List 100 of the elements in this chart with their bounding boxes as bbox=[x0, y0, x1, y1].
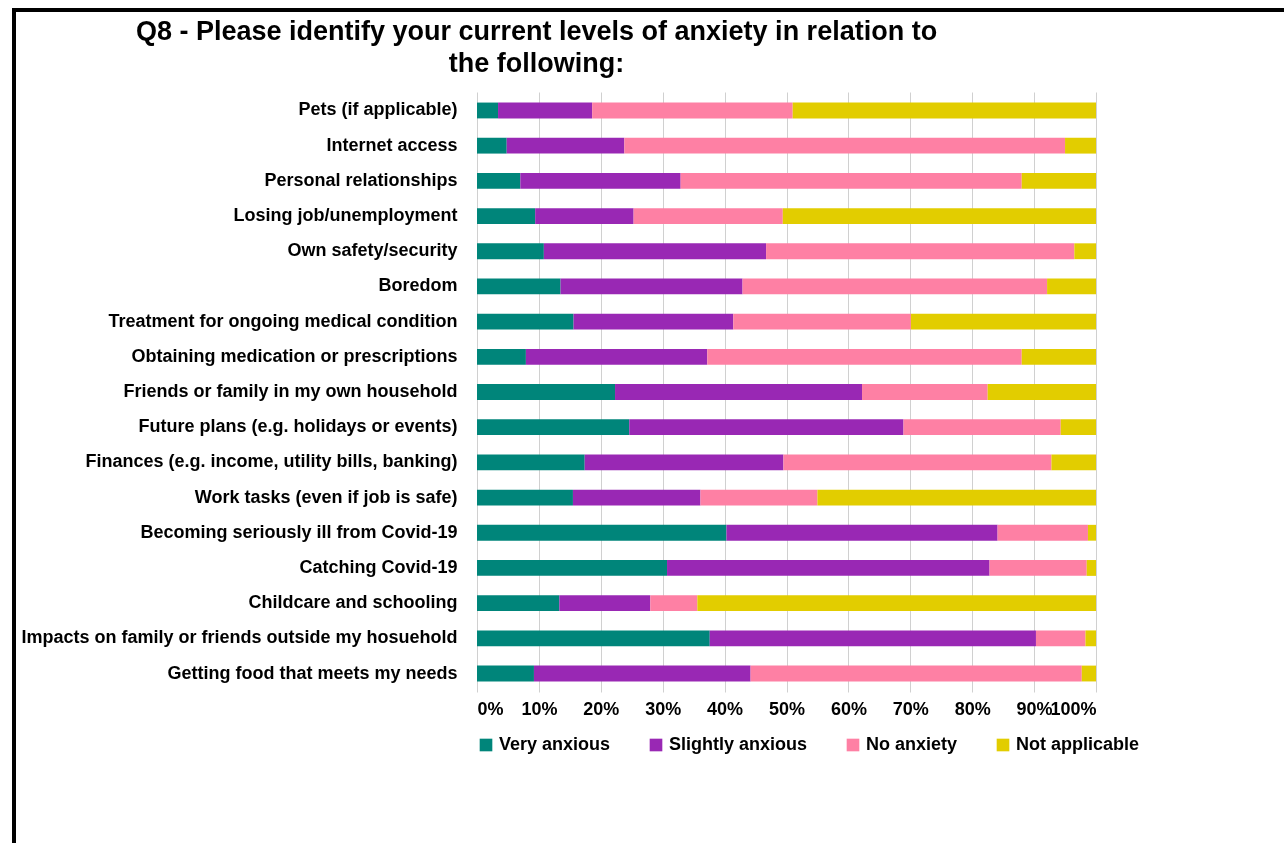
bar bbox=[543, 243, 767, 260]
y-tick-label: Own safety/security bbox=[287, 240, 458, 261]
bar bbox=[477, 454, 585, 471]
bar bbox=[477, 137, 507, 154]
y-tick-label: Becoming seriously ill from Covid-19 bbox=[140, 521, 458, 542]
bar bbox=[1074, 243, 1096, 260]
bar bbox=[477, 278, 561, 295]
legend-label: Slightly anxious bbox=[669, 734, 808, 754]
bar bbox=[477, 313, 574, 330]
bar bbox=[477, 243, 544, 260]
bar bbox=[477, 172, 521, 189]
y-tick-label: Friends or family in my own household bbox=[123, 381, 458, 401]
bar bbox=[742, 278, 1048, 295]
bar bbox=[477, 524, 727, 541]
bar bbox=[733, 313, 911, 330]
bar bbox=[477, 208, 536, 224]
bar bbox=[697, 595, 1096, 612]
bar bbox=[1086, 560, 1096, 576]
bar bbox=[650, 595, 698, 612]
bar bbox=[584, 454, 784, 471]
bar bbox=[700, 489, 818, 506]
y-tick-label: Childcare and schooling bbox=[248, 592, 458, 613]
bar bbox=[477, 419, 630, 436]
bar bbox=[477, 102, 499, 119]
bar bbox=[477, 630, 710, 647]
bar bbox=[506, 137, 625, 154]
y-tick-label: Finances (e.g. income, utility bills, banking) bbox=[85, 451, 458, 472]
bar bbox=[1021, 348, 1096, 365]
bar bbox=[707, 348, 1022, 365]
bar bbox=[1065, 137, 1096, 154]
bar bbox=[910, 313, 1096, 330]
bar bbox=[533, 665, 751, 682]
y-tick-label: Work tasks (even if job is safe) bbox=[194, 486, 458, 507]
x-tick-label: 100% bbox=[1050, 698, 1097, 719]
bar bbox=[782, 208, 1096, 224]
bar bbox=[633, 208, 783, 224]
x-tick-label: 10% bbox=[521, 698, 558, 719]
bar bbox=[559, 595, 651, 612]
bar bbox=[1047, 278, 1096, 295]
bar bbox=[783, 454, 1052, 471]
bar bbox=[750, 665, 1082, 682]
y-tick-label: Pets (if applicable) bbox=[298, 99, 458, 120]
y-tick-label: Future plans (e.g. holidays or events) bbox=[138, 416, 458, 437]
bar bbox=[535, 208, 634, 224]
bar bbox=[572, 489, 701, 506]
bar bbox=[525, 348, 708, 365]
x-tick-label: 60% bbox=[830, 698, 867, 719]
bar bbox=[1035, 630, 1086, 647]
bar bbox=[1021, 172, 1096, 189]
x-tick-label: 90% bbox=[1016, 698, 1053, 719]
y-tick-label: Getting food that meets my needs bbox=[167, 662, 458, 683]
y-tick-label: Impacts on family or friends outside my hosuehold bbox=[21, 627, 458, 648]
x-tick-label: 50% bbox=[768, 698, 806, 719]
x-tick-label: 80% bbox=[954, 698, 991, 719]
bar bbox=[1087, 524, 1096, 541]
bar bbox=[709, 630, 1036, 647]
bar bbox=[592, 102, 793, 119]
bar bbox=[477, 665, 534, 682]
bar bbox=[1060, 419, 1096, 436]
y-tick-label: Personal relationships bbox=[264, 169, 458, 190]
y-tick-label: Treatment for ongoing medical condition bbox=[108, 310, 458, 331]
x-tick-label: 40% bbox=[707, 698, 744, 719]
bar bbox=[477, 348, 526, 365]
bar bbox=[1051, 454, 1096, 471]
bar bbox=[680, 172, 1022, 189]
bar bbox=[862, 384, 988, 400]
y-tick-label: Internet access bbox=[326, 134, 458, 155]
bar bbox=[766, 243, 1075, 260]
bar bbox=[477, 489, 573, 506]
bar bbox=[573, 313, 734, 330]
legend-label: No anxiety bbox=[866, 734, 958, 754]
bar bbox=[989, 560, 1087, 576]
chart-title: Q8 - Please identify your current levels of anxiety in relation to the following: bbox=[135, 16, 938, 78]
bar bbox=[477, 384, 616, 400]
bar bbox=[792, 102, 1096, 119]
bar bbox=[629, 419, 904, 436]
y-tick-label: Boredom bbox=[378, 275, 458, 296]
bar bbox=[615, 384, 863, 400]
bar bbox=[624, 137, 1066, 154]
bar bbox=[817, 489, 1096, 506]
bar bbox=[667, 560, 990, 576]
bar bbox=[726, 524, 998, 541]
x-tick-label: 20% bbox=[583, 698, 620, 719]
bar bbox=[997, 524, 1088, 541]
legend-label: Not applicable bbox=[1016, 734, 1140, 754]
y-tick-label: Catching Covid-19 bbox=[299, 556, 458, 577]
bar bbox=[1085, 630, 1096, 647]
bar bbox=[477, 595, 560, 612]
y-tick-label: Losing job/unemployment bbox=[233, 205, 458, 226]
legend-label: Very anxious bbox=[499, 734, 611, 754]
bar bbox=[903, 419, 1061, 436]
bar bbox=[520, 172, 681, 189]
bar bbox=[1081, 665, 1096, 682]
bar bbox=[498, 102, 593, 119]
x-tick-label: 70% bbox=[892, 698, 929, 719]
x-tick-label: 0% bbox=[477, 698, 504, 719]
bar bbox=[987, 384, 1096, 400]
bar bbox=[477, 560, 668, 576]
y-tick-label: Obtaining medication or prescriptions bbox=[131, 345, 458, 366]
bar bbox=[560, 278, 743, 295]
